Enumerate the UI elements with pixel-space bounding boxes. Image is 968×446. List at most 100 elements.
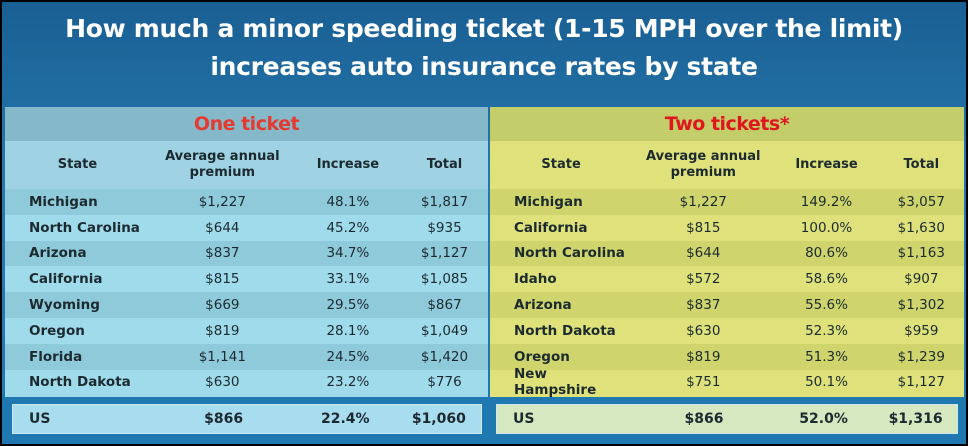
increase-cell: 149.2% [800, 193, 853, 210]
column-header-state: State [541, 157, 581, 172]
increase-cell: 51.3% [805, 348, 848, 365]
two-tickets-table: Two tickets* State Average annual premium… [490, 107, 964, 398]
us-premium-cell: $866 [204, 411, 244, 427]
table-row: Arizona $837 55.6% $1,302 [490, 292, 964, 318]
increase-cell: 100.0% [800, 219, 853, 236]
total-cell: $1,085 [420, 271, 469, 288]
table-row: North Carolina $644 80.6% $1,163 [490, 240, 964, 267]
premium-cell: $819 [205, 322, 240, 339]
section-heading: Two tickets* [490, 107, 964, 141]
column-header-row: State Average annual premium Increase Total [490, 141, 964, 189]
table-row: New Hampshire $751 50.1% $1,127 [490, 366, 964, 398]
premium-cell: $572 [686, 271, 721, 288]
us-total-cell: $1,060 [411, 411, 466, 427]
increase-cell: 50.1% [805, 374, 848, 391]
table-row: Michigan $1,227 149.2% $3,057 [490, 189, 964, 215]
total-cell: $959 [904, 322, 939, 339]
increase-cell: 52.3% [805, 322, 848, 339]
state-cell: Oregon [514, 348, 570, 365]
state-cell: North Dakota [29, 374, 131, 391]
table-row: California $815 33.1% $1,085 [5, 266, 488, 292]
total-cell: $935 [427, 219, 462, 236]
state-cell: North Carolina [29, 219, 140, 236]
table-row: North Dakota $630 52.3% $959 [490, 318, 964, 344]
table-row: Oregon $819 51.3% $1,239 [490, 343, 964, 370]
state-cell: Michigan [29, 193, 98, 210]
table-row: Oregon $819 28.1% $1,049 [5, 318, 488, 344]
total-cell: $1,420 [420, 348, 469, 365]
state-cell: Wyoming [29, 297, 100, 314]
state-cell: California [29, 271, 103, 288]
premium-cell: $644 [205, 219, 240, 236]
premium-cell: $630 [205, 374, 240, 391]
premium-cell: $751 [686, 374, 721, 391]
table-row: California $815 100.0% $1,630 [490, 215, 964, 241]
increase-cell: 24.5% [326, 348, 370, 365]
premium-cell: $1,227 [679, 193, 727, 210]
table-row: North Carolina $644 45.2% $935 [5, 215, 488, 241]
premium-cell: $669 [205, 297, 240, 314]
column-header-state: State [57, 157, 98, 172]
us-summary-row-two-tickets: US $866 52.0% $1,316 [496, 404, 958, 434]
us-increase-cell: 52.0% [799, 411, 848, 427]
us-state-cell: US [29, 411, 51, 427]
total-cell: $1,049 [420, 322, 469, 339]
us-increase-cell: 22.4% [320, 411, 370, 427]
one-ticket-table: One ticket State Average annual premium In… [5, 107, 488, 397]
us-premium-cell: $866 [684, 411, 724, 427]
table-row: Florida $1,141 24.5% $1,420 [5, 343, 488, 370]
increase-cell: 29.5% [326, 297, 370, 314]
table-row: North Dakota $630 23.2% $776 [5, 370, 488, 396]
column-header-premium: Average annual premium [646, 149, 761, 180]
total-cell: $867 [427, 297, 462, 314]
column-header-premium: Average annual premium [165, 149, 280, 180]
us-summary-row-one-ticket: US $866 22.4% $1,060 [12, 404, 482, 434]
state-cell: California [514, 219, 588, 236]
state-cell: New Hampshire [514, 366, 597, 399]
increase-cell: 34.7% [326, 245, 370, 262]
table-row: Wyoming $669 29.5% $867 [5, 292, 488, 318]
total-cell: $1,127 [420, 245, 469, 262]
increase-cell: 55.6% [805, 297, 848, 314]
us-state-cell: US [513, 411, 535, 427]
table-row: Idaho $572 58.6% $907 [490, 266, 964, 292]
column-header-increase: Increase [316, 157, 380, 172]
premium-cell: $815 [686, 219, 721, 236]
increase-cell: 80.6% [805, 245, 848, 262]
page-title: How much a minor speeding ticket (1-15 M… [2, 10, 966, 86]
state-cell: Idaho [514, 271, 557, 288]
premium-cell: $837 [205, 245, 240, 262]
table-body: Michigan $1,227 48.1% $1,817 North Carolina $… [5, 189, 488, 395]
total-cell: $1,630 [897, 219, 945, 236]
premium-cell: $1,141 [198, 348, 246, 365]
increase-cell: 45.2% [326, 219, 370, 236]
total-cell: $776 [427, 374, 462, 391]
state-cell: Oregon [29, 322, 85, 339]
total-cell: $907 [904, 271, 939, 288]
premium-cell: $819 [686, 348, 721, 365]
state-cell: North Dakota [514, 322, 616, 339]
premium-cell: $815 [205, 271, 240, 288]
premium-cell: $644 [686, 245, 721, 262]
column-header-total: Total [903, 157, 940, 172]
total-cell: $3,057 [897, 193, 945, 210]
increase-cell: 58.6% [805, 271, 848, 288]
increase-cell: 28.1% [326, 322, 370, 339]
column-header-row: State Average annual premium Increase Total [5, 141, 488, 189]
increase-cell: 33.1% [326, 271, 370, 288]
state-cell: Florida [29, 348, 83, 365]
section-heading: One ticket [5, 107, 488, 141]
total-cell: $1,817 [420, 193, 469, 210]
state-cell: Arizona [514, 297, 572, 314]
state-cell: Michigan [514, 193, 583, 210]
premium-cell: $630 [686, 322, 721, 339]
column-header-total: Total [426, 157, 463, 172]
increase-cell: 48.1% [326, 193, 370, 210]
total-cell: $1,302 [897, 297, 945, 314]
total-cell: $1,127 [897, 374, 945, 391]
premium-cell: $1,227 [198, 193, 246, 210]
state-cell: Arizona [29, 245, 87, 262]
increase-cell: 23.2% [326, 374, 370, 391]
table-row: Arizona $837 34.7% $1,127 [5, 240, 488, 267]
